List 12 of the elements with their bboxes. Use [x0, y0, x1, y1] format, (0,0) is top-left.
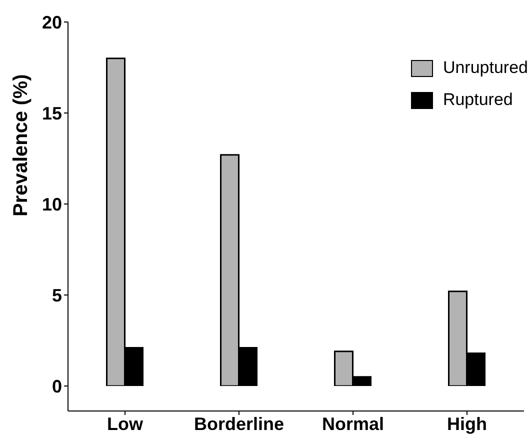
y-tick-label: 15: [42, 103, 62, 124]
x-tick-label: Borderline: [194, 414, 284, 434]
y-tick-label: 0: [52, 376, 62, 396]
x-tick-label: Normal: [322, 414, 384, 434]
legend-label: Ruptured: [442, 90, 513, 110]
y-tick-label: 20: [42, 12, 62, 32]
legend-label: Unruptured: [442, 58, 528, 78]
x-tick-label: High: [447, 414, 487, 434]
y-tick-label: 10: [42, 194, 62, 214]
y-tick-label: 5: [52, 285, 62, 306]
x-tick-label: Low: [107, 414, 144, 434]
y-axis-title: Prevalence (%): [10, 74, 32, 216]
